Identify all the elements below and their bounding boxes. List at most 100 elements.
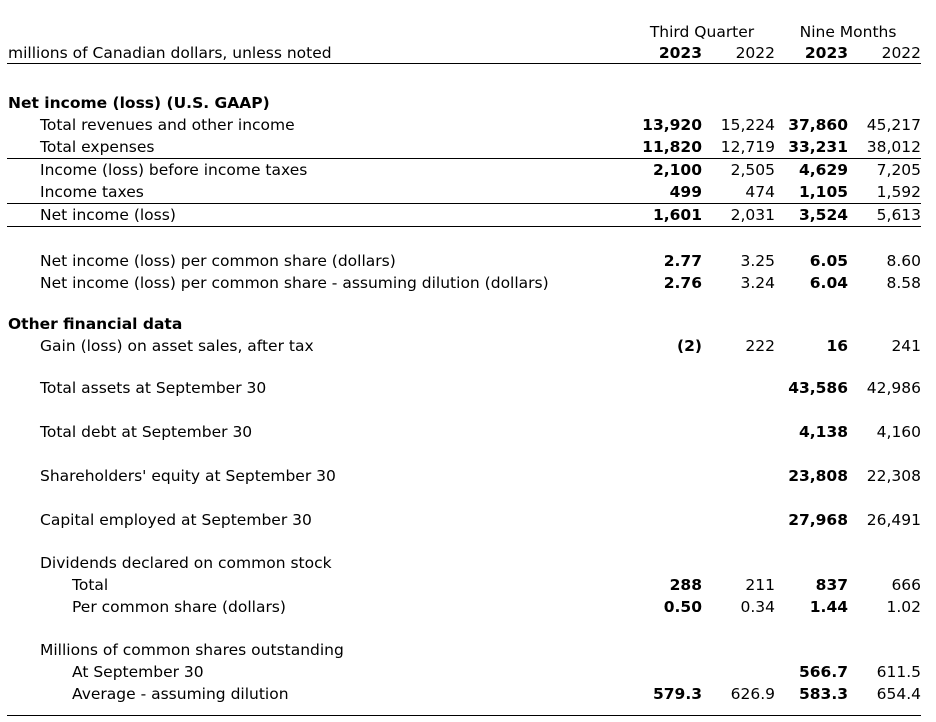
financial-table: Third Quarter Nine Months millions of Ca…	[7, 22, 922, 716]
table-row: Per common share (dollars) 0.50 0.34 1.44 1.…	[7, 596, 921, 618]
value-cell: 4,160	[876, 423, 922, 441]
value-cell: 241	[891, 337, 922, 355]
value-cell	[702, 639, 775, 661]
spacer-cell	[7, 226, 921, 250]
value-cell	[629, 313, 702, 335]
value-cell	[775, 313, 848, 335]
year-header-tq-2023: 2023	[629, 43, 702, 64]
table-row: Total debt at September 30 4,138 4,160	[7, 421, 921, 443]
column-group-row: Third Quarter Nine Months	[7, 22, 921, 43]
value-cell: 16	[826, 337, 849, 355]
value-cell: 626.9	[730, 685, 776, 703]
value-cell	[848, 313, 921, 335]
value-cell: 654.4	[876, 685, 922, 703]
table-row: Other financial data	[7, 313, 921, 335]
spacer-row	[7, 705, 922, 716]
table-row: Total 288 211 837 666	[7, 574, 921, 596]
table-row: Total expenses 11,820 12,719 33,231 38,012	[7, 135, 922, 159]
spacer-cell	[7, 294, 921, 313]
table-row: Capital employed at September 30 27,968 26…	[7, 509, 921, 531]
row-label: Shareholders' equity at September 30	[40, 467, 336, 485]
section-header: Net income (loss) (U.S. GAAP)	[8, 93, 270, 112]
spacer-row	[7, 531, 921, 552]
spacer-row	[7, 357, 921, 377]
value-cell: 27,968	[788, 511, 849, 529]
value-cell: 8.58	[886, 274, 922, 292]
value-cell: 13,920	[642, 115, 702, 134]
row-label: Net income (loss) per common share - ass…	[40, 274, 549, 292]
spacer-row	[7, 618, 921, 639]
spacer-row	[7, 294, 921, 313]
spacer-row	[7, 399, 921, 421]
value-cell: 2.77	[663, 252, 702, 270]
value-cell	[702, 313, 775, 335]
value-cell	[629, 639, 702, 661]
table-row: Dividends declared on common stock	[7, 552, 921, 574]
table-row: Net income (loss) 1,601 2,031 3,524 5,613	[7, 203, 922, 227]
value-cell: 6.05	[809, 252, 849, 270]
value-cell	[702, 92, 775, 114]
table-row: At September 30 566.7 611.5	[7, 661, 921, 683]
value-cell: 2.76	[663, 274, 702, 292]
value-cell: 2,505	[730, 160, 776, 179]
row-label: Total revenues and other income	[40, 115, 295, 134]
value-cell: 15,224	[720, 115, 776, 134]
row-label: Gain (loss) on asset sales, after tax	[40, 337, 314, 355]
value-cell: 6.04	[809, 274, 849, 292]
value-cell	[702, 377, 775, 399]
row-label: Per common share (dollars)	[72, 598, 286, 616]
value-cell: 1.44	[809, 598, 849, 616]
value-cell	[702, 661, 775, 683]
spacer-cell	[7, 487, 921, 509]
financial-summary-document: Third Quarter Nine Months millions of Ca…	[7, 22, 922, 716]
table-row: Total revenues and other income 13,920 15,…	[7, 114, 921, 136]
table-row: Net income (loss) per common share (doll…	[7, 250, 921, 272]
value-cell: 12,719	[702, 135, 776, 159]
row-label: Total	[72, 576, 109, 594]
row-label: Average - assuming dilution	[72, 685, 289, 703]
value-cell	[629, 509, 702, 531]
column-header-row: millions of Canadian dollars, unless not…	[7, 43, 922, 64]
spacer-cell	[7, 357, 921, 377]
value-cell	[629, 377, 702, 399]
value-cell	[629, 661, 702, 683]
value-cell: 583.3	[798, 685, 849, 703]
row-label: Net income (loss)	[7, 203, 629, 227]
table-head: Third Quarter Nine Months millions of Ca…	[7, 22, 922, 92]
value-cell: 22,308	[866, 467, 922, 485]
value-cell: 33,231	[775, 135, 849, 159]
value-cell	[702, 465, 775, 487]
value-cell: 288	[669, 576, 702, 594]
row-label: Total assets at September 30	[40, 379, 267, 397]
value-cell: 3,524	[775, 203, 849, 227]
row-label: Total debt at September 30	[40, 423, 253, 441]
spacer-row	[7, 226, 921, 250]
value-cell: 1,601	[629, 203, 702, 227]
spacer-row	[7, 487, 921, 509]
value-cell: 2,100	[652, 160, 702, 179]
spacer-cell	[7, 531, 921, 552]
row-label: Income taxes	[7, 180, 629, 204]
value-cell	[702, 421, 775, 443]
value-cell	[775, 552, 848, 574]
value-cell: 3.25	[740, 252, 776, 270]
value-cell: 1,105	[775, 180, 849, 204]
table-row: Shareholders' equity at September 30 23,8…	[7, 465, 921, 487]
value-cell: 1.02	[886, 598, 922, 616]
row-label: Capital employed at September 30	[40, 511, 312, 529]
value-cell	[629, 421, 702, 443]
value-cell	[702, 552, 775, 574]
value-cell: 8.60	[886, 252, 922, 270]
value-cell	[629, 465, 702, 487]
row-label: Net income (loss) per common share (doll…	[40, 252, 396, 270]
value-cell	[775, 639, 848, 661]
value-cell: 1,592	[848, 180, 922, 204]
value-cell: 222	[745, 337, 776, 355]
value-cell	[629, 92, 702, 114]
table-row: Net income (loss) per common share - ass…	[7, 272, 921, 294]
table-row: Net income (loss) (U.S. GAAP)	[7, 92, 921, 114]
year-header-tq-2022: 2022	[702, 43, 776, 64]
value-cell	[848, 92, 921, 114]
value-cell: 2,031	[702, 203, 776, 227]
column-group-third-quarter: Third Quarter	[649, 23, 755, 41]
